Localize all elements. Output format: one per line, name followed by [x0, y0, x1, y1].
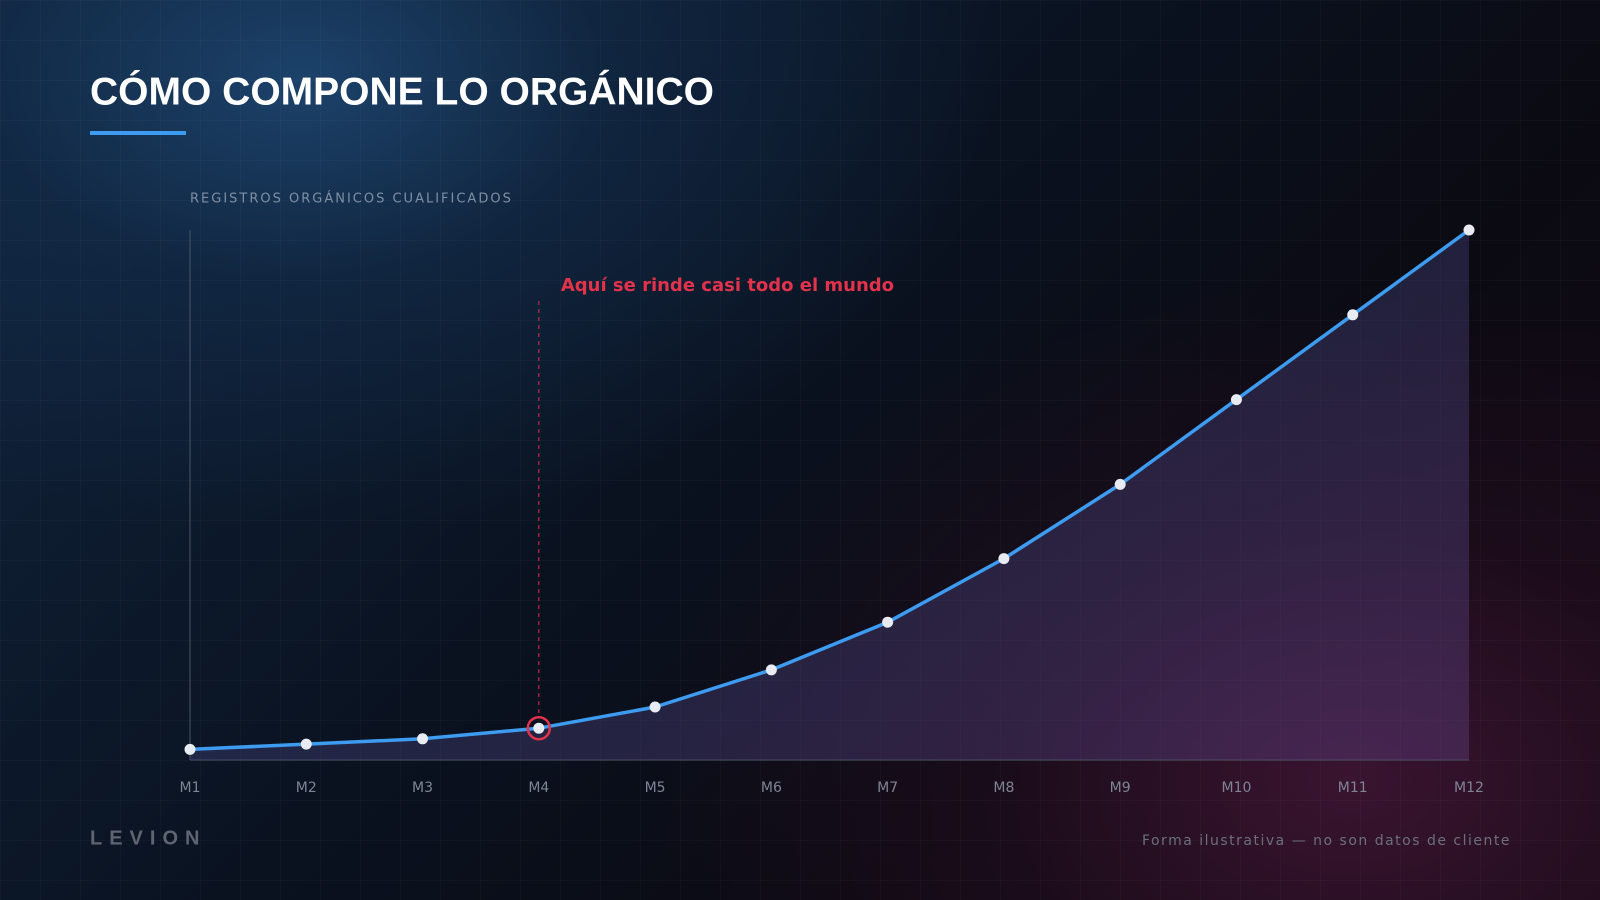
- chart-title: CÓMO COMPONE LO ORGÁNICO: [90, 69, 714, 113]
- y-axis-label: REGISTROS ORGÁNICOS CUALIFICADOS: [190, 191, 513, 207]
- point: [882, 616, 894, 628]
- x-tick-label: M7: [877, 780, 898, 796]
- x-tick-label: M8: [993, 780, 1014, 796]
- point: [417, 733, 429, 745]
- point: [184, 743, 196, 755]
- point: [300, 738, 312, 750]
- title-underline: [90, 131, 186, 135]
- point: [533, 722, 545, 734]
- x-tick-label: M6: [761, 780, 782, 796]
- point: [1347, 309, 1359, 321]
- x-tick-label: M2: [296, 780, 317, 796]
- highlight-ring: [526, 715, 552, 741]
- x-tick-label: M4: [528, 780, 549, 796]
- line: [189, 228, 1471, 752]
- area: [190, 230, 1469, 760]
- point: [649, 701, 661, 713]
- point: [765, 664, 777, 676]
- footnote: Forma ilustrativa — no son datos de clie…: [1142, 833, 1511, 849]
- point: [998, 553, 1010, 565]
- x-tick-label: M10: [1222, 780, 1252, 796]
- point: [1114, 478, 1126, 490]
- point: [1463, 224, 1475, 236]
- x-tick-label: M1: [180, 780, 201, 796]
- x-tick-label: M12: [1454, 780, 1484, 796]
- x-tick-label: M3: [412, 780, 433, 796]
- brand: LEVION: [90, 827, 206, 849]
- x-tick-label: M9: [1110, 780, 1131, 796]
- x-tick-label: M11: [1338, 780, 1368, 796]
- point: [1230, 394, 1242, 406]
- annotation: Aquí se rinde casi todo el mundo: [561, 275, 894, 296]
- x-tick-label: M5: [645, 780, 666, 796]
